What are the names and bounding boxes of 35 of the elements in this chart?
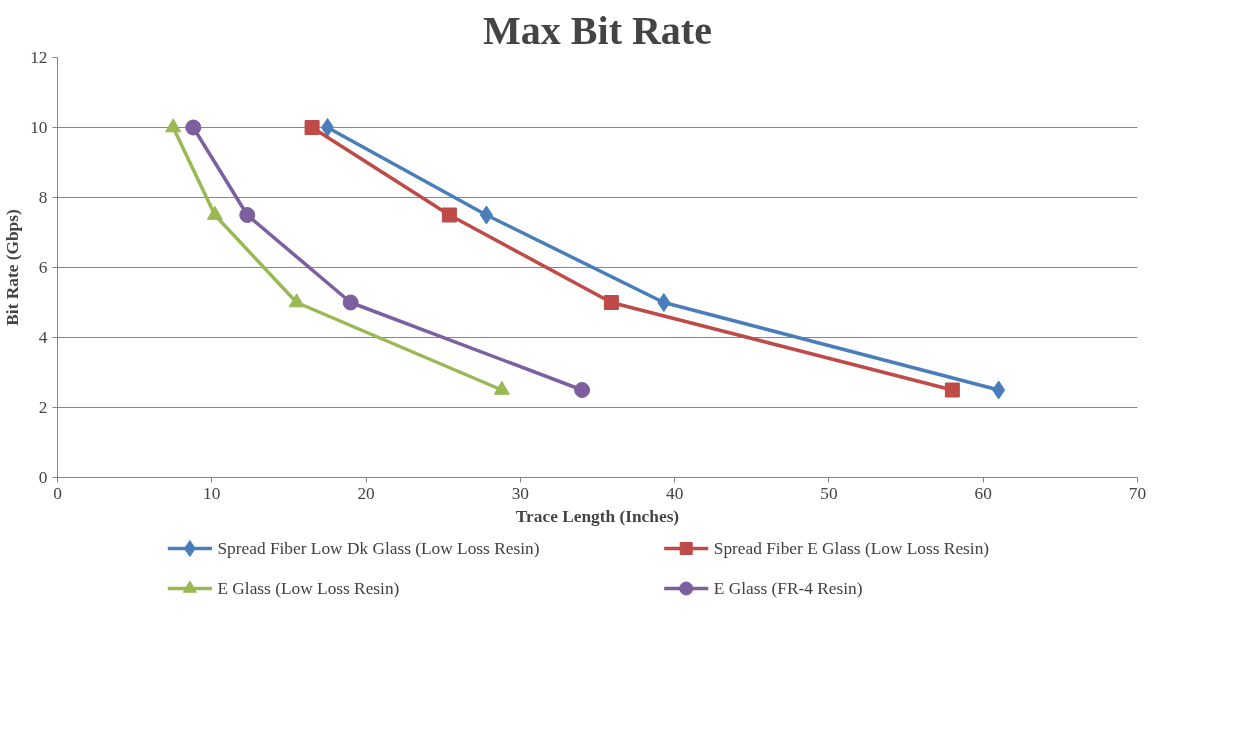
point (304, 120, 320, 135)
point (657, 293, 671, 312)
x-axis-title: Trace Length (Inches) (515, 506, 680, 526)
x-tick-label: 0 (53, 483, 62, 503)
x-tick-label: 40 (665, 483, 684, 503)
point (239, 207, 256, 223)
legend-label: Spread Fiber E Glass (Low Loss Resin) (713, 539, 990, 558)
y-tick-label: 0 (38, 468, 48, 487)
y-tick-label: 6 (38, 258, 48, 277)
point (342, 294, 359, 311)
y-tick-label: 2 (38, 398, 48, 417)
point (185, 119, 202, 136)
chart-title: Max Bit Rate (483, 7, 712, 53)
legend-label: Spread Fiber Low Dk Glass (Low Loss Resin) (217, 539, 540, 558)
x-tick-label: 60 (974, 483, 992, 503)
x-tick-label: 70 (1128, 483, 1147, 503)
x-tick-label: 50 (820, 483, 838, 503)
x-tick-label: 20 (357, 483, 375, 503)
point (165, 118, 182, 133)
point (288, 293, 305, 308)
point (992, 380, 1006, 400)
point (944, 382, 960, 398)
point (441, 207, 457, 223)
x-tick-label: 10 (203, 483, 221, 503)
point (479, 205, 493, 225)
y-axis-title: Bit Rate (Gbps) (3, 209, 23, 326)
y-tick-label: 10 (30, 118, 48, 137)
point (574, 382, 591, 398)
y-tick-label: 12 (30, 48, 48, 67)
point (603, 295, 619, 310)
y-tick-label: 4 (38, 328, 48, 347)
legend-label: E Glass (FR-4 Resin) (713, 579, 863, 598)
x-tick-label: 30 (511, 483, 530, 503)
y-tick-label: 8 (38, 188, 48, 207)
legend-label: E Glass (Low Loss Resin) (217, 579, 400, 598)
